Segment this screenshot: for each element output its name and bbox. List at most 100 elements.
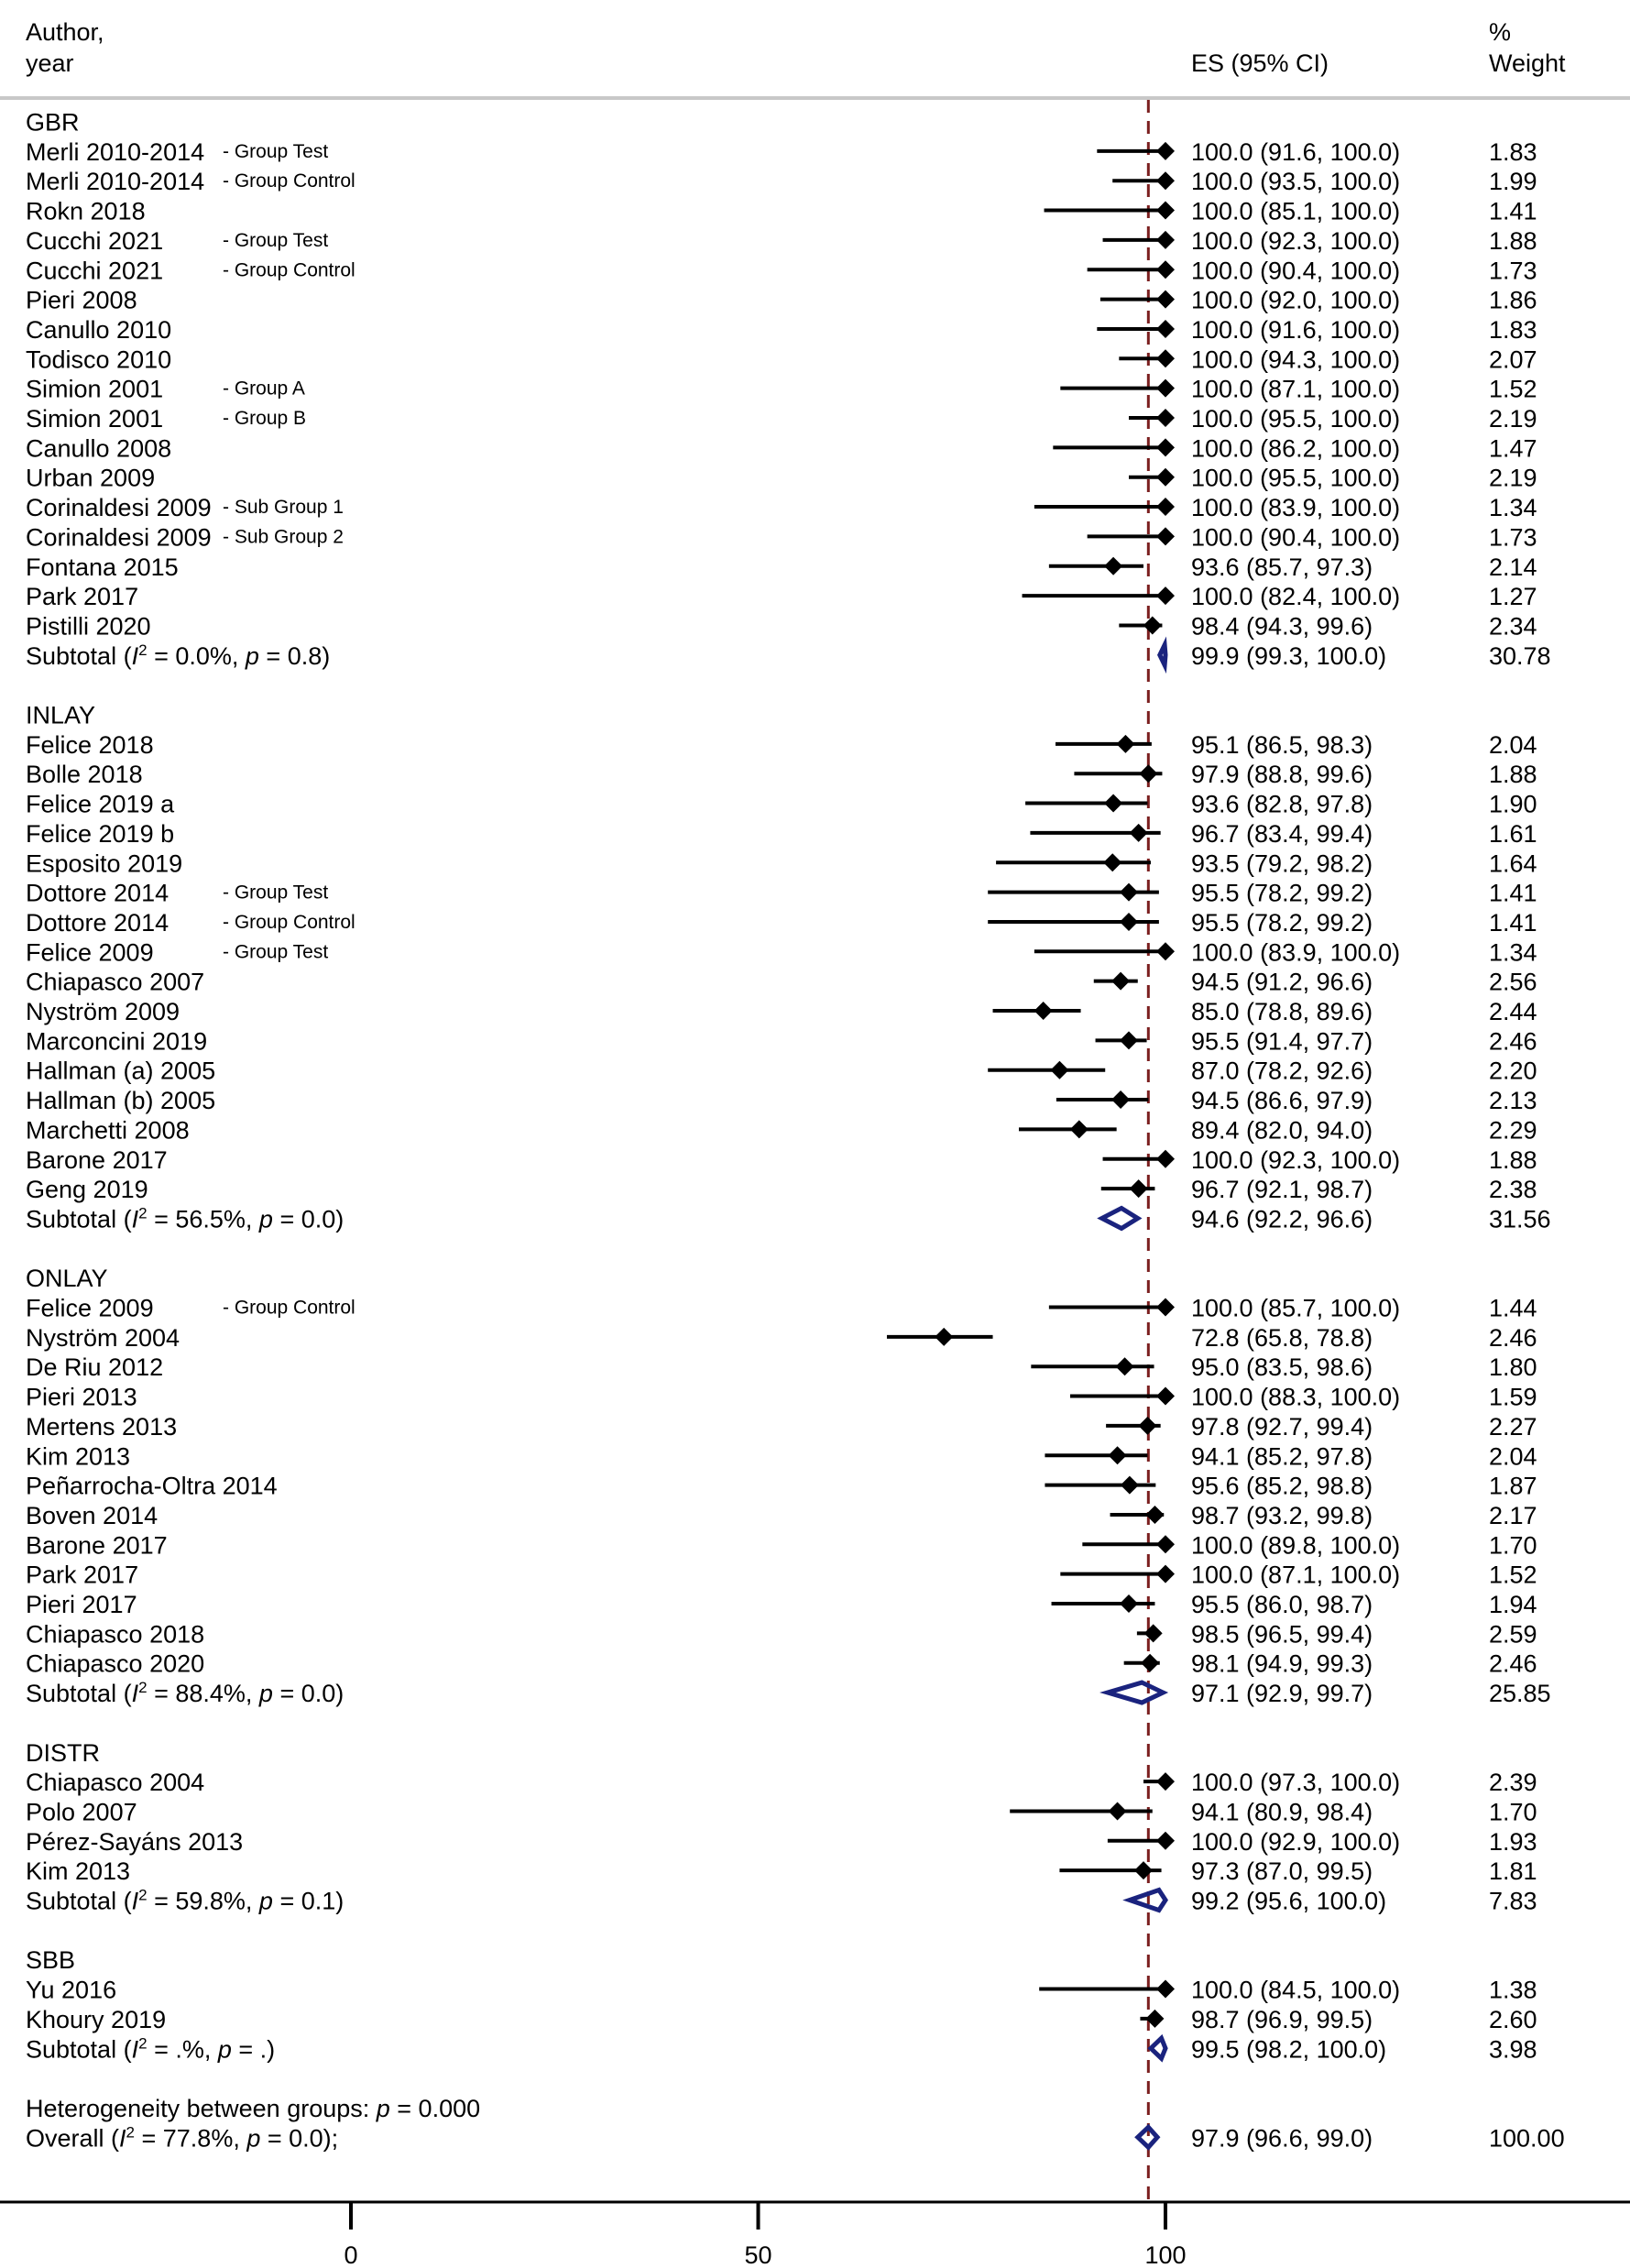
study-2-9-author: Park 2017 — [26, 1561, 138, 1589]
study-1-8-author: Chiapasco 2007 — [26, 969, 204, 996]
study-2-5-estimate-marker — [1108, 1446, 1127, 1465]
study-2-11-author: Chiapasco 2018 — [26, 1620, 204, 1648]
study-1-14-weight: 1.88 — [1489, 1146, 1537, 1174]
study-2-0-subgroup: - Group Control — [223, 1298, 356, 1319]
study-1-14-ci-text: 100.0 (92.3, 100.0) — [1191, 1146, 1400, 1174]
subtotal-2-weight: 25.85 — [1489, 1680, 1551, 1707]
study-0-16-weight: 2.34 — [1489, 612, 1537, 640]
study-2-1-estimate-marker — [935, 1327, 954, 1346]
subtotal-1-label-i2-value: = 56.5%, — [148, 1205, 259, 1233]
study-0-15-ci-text: 100.0 (82.4, 100.0) — [1191, 583, 1400, 610]
study-0-3-author: Cucchi 2021 — [26, 227, 163, 255]
subtotal-4-label: Subtotal (I2 = .%, p = .) — [26, 2034, 275, 2063]
study-3-3-weight: 1.81 — [1489, 1857, 1537, 1885]
study-0-10-ci-text: 100.0 (86.2, 100.0) — [1191, 434, 1400, 462]
study-3-2-estimate-marker — [1156, 1831, 1175, 1850]
study-0-7-estimate-marker — [1156, 349, 1175, 368]
study-1-1-estimate-marker — [1139, 764, 1158, 783]
study-1-15-estimate-marker — [1129, 1179, 1148, 1199]
subtotal-2-label-p-letter: p — [258, 1680, 273, 1707]
study-2-9-ci-text: 100.0 (87.1, 100.0) — [1191, 1561, 1400, 1589]
study-1-11-weight: 2.20 — [1489, 1057, 1537, 1085]
study-0-12-estimate-marker — [1156, 498, 1175, 517]
subtotal-4-label-i2-value: = .%, — [148, 2035, 218, 2063]
study-3-0-ci-text: 100.0 (97.3, 100.0) — [1191, 1769, 1400, 1796]
study-1-13-ci-text: 89.4 (82.0, 94.0) — [1191, 1116, 1373, 1144]
study-2-12-estimate-marker — [1141, 1653, 1160, 1672]
study-1-2-weight: 1.90 — [1489, 791, 1537, 818]
study-1-13-weight: 2.29 — [1489, 1116, 1537, 1144]
study-1-13-estimate-marker — [1069, 1120, 1088, 1139]
subtotal-3-label-i2-letter: I — [132, 1888, 139, 1915]
study-1-12-ci-text: 94.5 (86.6, 97.9) — [1191, 1087, 1373, 1114]
header-author-line2: year — [26, 49, 74, 77]
study-0-15-estimate-marker — [1156, 586, 1175, 606]
study-3-0-author: Chiapasco 2004 — [26, 1769, 204, 1796]
study-0-4-subgroup: - Group Control — [223, 259, 356, 280]
study-4-1-estimate-marker — [1145, 2009, 1165, 2028]
study-0-12-subgroup: - Sub Group 1 — [223, 497, 344, 518]
study-0-16-author: Pistilli 2020 — [26, 612, 151, 640]
x-tick-label-100: 100 — [1144, 2241, 1186, 2268]
overall-label-i2-letter: I — [119, 2124, 126, 2152]
study-0-5-author: Pieri 2008 — [26, 287, 137, 314]
header-es: ES (95% CI) — [1191, 49, 1329, 77]
study-2-2-author: De Riu 2012 — [26, 1353, 163, 1381]
study-0-14-estimate-marker — [1104, 556, 1123, 575]
study-0-2-weight: 1.41 — [1489, 198, 1537, 225]
study-0-8-estimate-marker — [1156, 378, 1175, 398]
subtotal-4-label-i2-sup: 2 — [138, 2034, 147, 2052]
study-2-8-weight: 1.70 — [1489, 1531, 1537, 1559]
subtotal-1-label-i2-letter: I — [132, 1205, 139, 1233]
study-2-5-author: Kim 2013 — [26, 1442, 130, 1470]
study-0-16-estimate-marker — [1143, 616, 1162, 635]
study-1-8-weight: 2.56 — [1489, 969, 1537, 996]
study-1-5-subgroup: - Group Test — [223, 882, 328, 904]
study-1-9-estimate-marker — [1034, 1002, 1053, 1020]
study-2-0-estimate-marker — [1156, 1298, 1175, 1317]
study-0-0-ci-text: 100.0 (91.6, 100.0) — [1191, 138, 1400, 166]
study-3-1-weight: 1.70 — [1489, 1798, 1537, 1825]
overall-label-i2-sup: 2 — [126, 2123, 135, 2141]
study-2-6-ci-text: 95.6 (85.2, 98.8) — [1191, 1473, 1373, 1500]
study-1-12-estimate-marker — [1111, 1090, 1131, 1110]
study-2-11-ci-text: 98.5 (96.5, 99.4) — [1191, 1620, 1373, 1648]
subtotal-4-weight: 3.98 — [1489, 2035, 1537, 2063]
study-0-7-ci-text: 100.0 (94.3, 100.0) — [1191, 345, 1400, 373]
study-1-10-author: Marconcini 2019 — [26, 1027, 207, 1055]
study-0-9-subgroup: - Group B — [223, 408, 306, 429]
subtotal-0-label-i2-letter: I — [132, 642, 139, 670]
group-title-onlay: ONLAY — [26, 1265, 108, 1292]
subtotal-4-diamond — [1147, 2033, 1168, 2063]
study-1-5-ci-text: 95.5 (78.2, 99.2) — [1191, 880, 1373, 907]
study-2-2-ci-text: 95.0 (83.5, 98.6) — [1191, 1353, 1373, 1381]
study-0-10-author: Canullo 2008 — [26, 434, 171, 462]
heterogeneity-prefix: Heterogeneity between groups: — [26, 2095, 377, 2122]
study-2-4-ci-text: 97.8 (92.7, 99.4) — [1191, 1413, 1373, 1441]
study-1-6-subgroup: - Group Control — [223, 912, 356, 933]
study-2-11-estimate-marker — [1143, 1624, 1163, 1643]
study-2-9-estimate-marker — [1156, 1564, 1175, 1583]
subtotal-0-label-prefix: Subtotal ( — [26, 642, 132, 670]
study-0-4-estimate-marker — [1156, 260, 1175, 279]
study-1-15-ci-text: 96.7 (92.1, 98.7) — [1191, 1176, 1373, 1203]
subtotal-4-label-prefix: Subtotal ( — [26, 2035, 132, 2063]
study-0-3-weight: 1.88 — [1489, 227, 1537, 255]
study-1-5-weight: 1.41 — [1489, 880, 1537, 907]
study-2-6-author: Peñarrocha-Oltra 2014 — [26, 1473, 278, 1500]
study-0-5-estimate-marker — [1156, 290, 1175, 309]
study-0-15-weight: 1.27 — [1489, 583, 1537, 610]
study-1-1-weight: 1.88 — [1489, 761, 1537, 788]
study-0-11-estimate-marker — [1156, 467, 1175, 487]
study-0-7-author: Todisco 2010 — [26, 345, 171, 373]
study-2-5-weight: 2.04 — [1489, 1442, 1537, 1470]
overall-weight: 100.00 — [1489, 2124, 1565, 2152]
subtotal-4-ci-text: 99.5 (98.2, 100.0) — [1191, 2035, 1386, 2063]
overall-label-p-letter: p — [246, 2124, 260, 2152]
study-0-14-author: Fontana 2015 — [26, 553, 179, 581]
study-0-5-weight: 1.86 — [1489, 287, 1537, 314]
heterogeneity-p-value: = 0.000 — [390, 2095, 480, 2122]
x-tick-label-50: 50 — [744, 2241, 771, 2268]
study-2-7-ci-text: 98.7 (93.2, 99.8) — [1191, 1502, 1373, 1529]
study-1-3-author: Felice 2019 b — [26, 820, 174, 848]
